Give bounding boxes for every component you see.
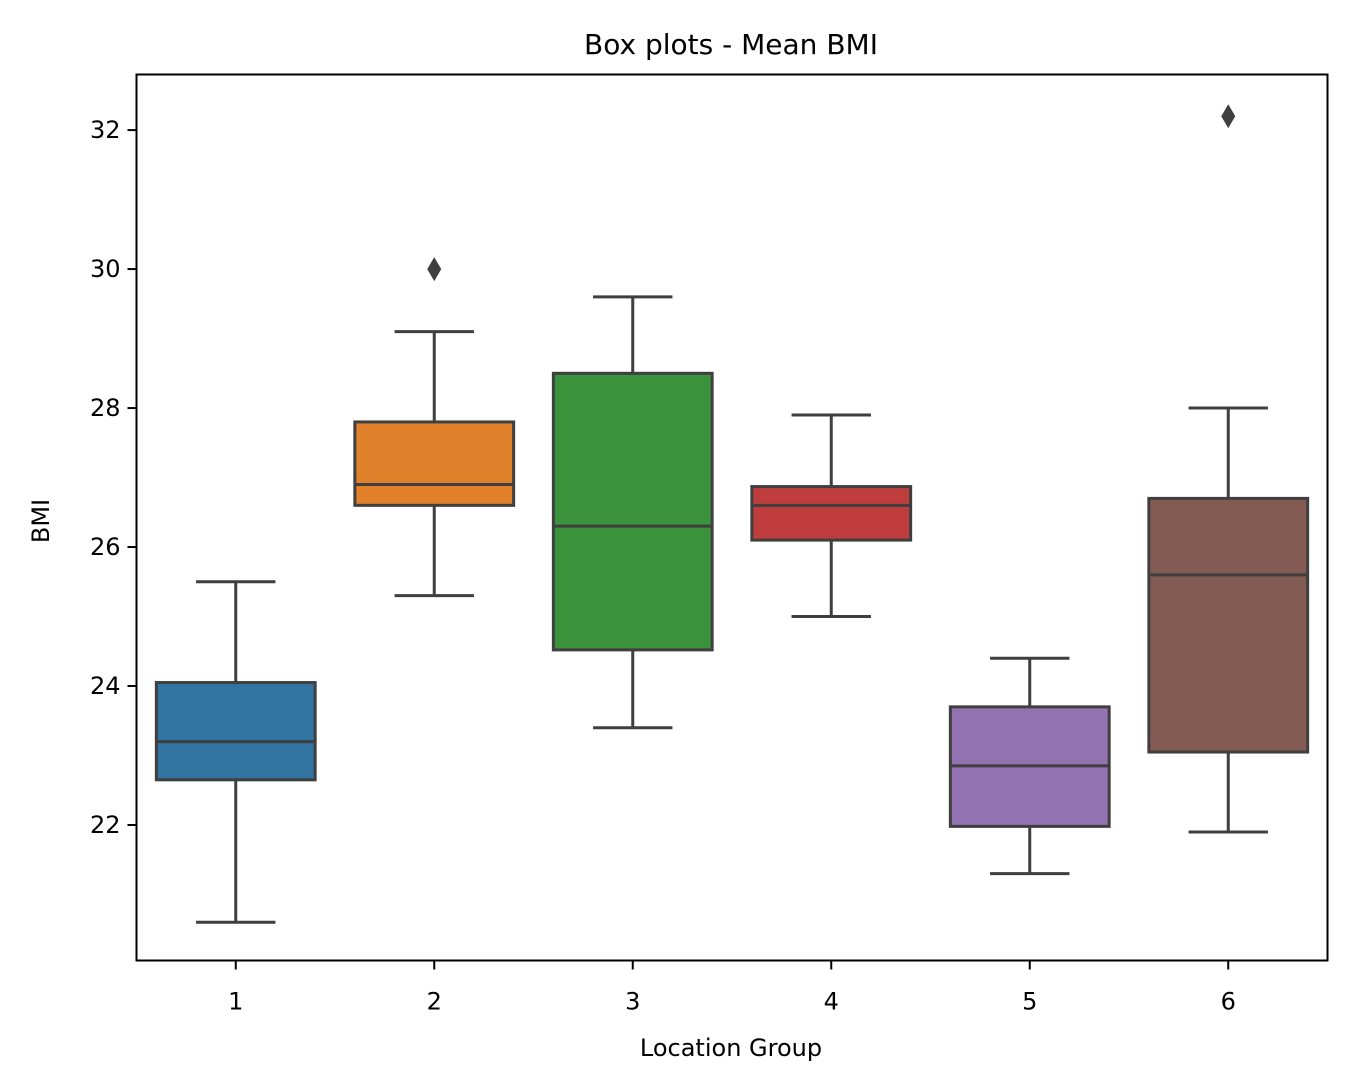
x-tick-label: 6 xyxy=(1221,988,1236,1016)
outlier-marker xyxy=(427,257,442,282)
y-tick-label: 26 xyxy=(90,533,121,561)
y-axis: 22 24 26 28 30 32 xyxy=(90,116,137,839)
x-tick-label: 3 xyxy=(625,988,640,1016)
x-tick-label: 1 xyxy=(228,988,243,1016)
box-iqr xyxy=(154,681,317,782)
x-tick-label: 2 xyxy=(427,988,442,1016)
chart-title: Box plots - Mean BMI xyxy=(584,28,878,61)
box-iqr xyxy=(353,420,516,507)
box-group-5 xyxy=(948,656,1111,876)
y-tick-label: 24 xyxy=(90,672,121,700)
plot-area xyxy=(154,104,1310,924)
box-group-3 xyxy=(551,295,714,730)
box-group-1 xyxy=(154,580,317,924)
outlier-marker xyxy=(1221,104,1236,129)
y-tick-label: 30 xyxy=(90,255,121,283)
x-tick-label: 5 xyxy=(1022,988,1037,1016)
y-axis-label: BMI xyxy=(27,499,55,543)
x-axis: 1 2 3 4 5 6 xyxy=(228,960,1236,1016)
x-axis-label: Location Group xyxy=(640,1034,822,1062)
box-group-4 xyxy=(750,413,913,619)
box-iqr xyxy=(1147,496,1310,754)
box-group-6 xyxy=(1147,104,1310,834)
box-group-2 xyxy=(353,257,516,598)
y-tick-label: 28 xyxy=(90,394,121,422)
y-tick-label: 32 xyxy=(90,116,121,144)
y-tick-label: 22 xyxy=(90,811,121,839)
x-tick-label: 4 xyxy=(824,988,839,1016)
box-iqr xyxy=(750,485,913,542)
box-iqr xyxy=(551,371,714,652)
plot-frame xyxy=(135,73,1329,962)
